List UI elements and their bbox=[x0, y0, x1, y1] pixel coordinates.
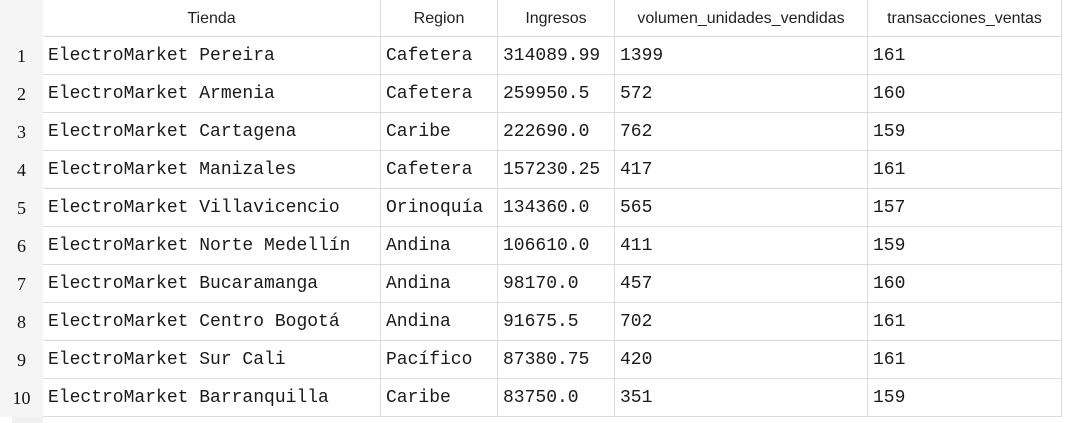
table-cell-ingresos[interactable]: 314089.99 bbox=[498, 37, 615, 75]
column-header-volumen-unidades-vendidas[interactable]: volumen_unidades_vendidas bbox=[615, 0, 868, 37]
table-cell-volumen-unidades-vendidas[interactable]: 762 bbox=[615, 113, 868, 151]
table-cell-ingresos[interactable]: 157230.25 bbox=[498, 151, 615, 189]
table-cell-ingresos[interactable]: 87380.75 bbox=[498, 341, 615, 379]
table-cell-ingresos[interactable]: 83750.0 bbox=[498, 379, 615, 417]
table-cell-volumen-unidades-vendidas[interactable]: 457 bbox=[615, 265, 868, 303]
table-cell-transacciones-ventas[interactable]: 161 bbox=[868, 341, 1062, 379]
table-cell-region[interactable]: Andina bbox=[381, 227, 498, 265]
table-cell-tienda[interactable]: ElectroMarket Sur Cali bbox=[43, 341, 381, 379]
table-cell-region[interactable]: Caribe bbox=[381, 113, 498, 151]
column-header-region[interactable]: Region bbox=[381, 0, 498, 37]
table-cell-ingresos[interactable]: 222690.0 bbox=[498, 113, 615, 151]
table-cell-transacciones-ventas[interactable]: 159 bbox=[868, 379, 1062, 417]
table-cell-transacciones-ventas[interactable]: 159 bbox=[868, 113, 1062, 151]
table-cell-region[interactable]: Cafetera bbox=[381, 37, 498, 75]
table-cell-tienda[interactable]: ElectroMarket Manizales bbox=[43, 151, 381, 189]
row-number: 10 bbox=[0, 379, 43, 417]
column-header-ingresos[interactable]: Ingresos bbox=[498, 0, 615, 37]
table-cell-tienda[interactable]: ElectroMarket Centro Bogotá bbox=[43, 303, 381, 341]
table-cell-volumen-unidades-vendidas[interactable]: 702 bbox=[615, 303, 868, 341]
table-cell-transacciones-ventas[interactable]: 157 bbox=[868, 189, 1062, 227]
table-cell-ingresos[interactable]: 91675.5 bbox=[498, 303, 615, 341]
table-cell-tienda[interactable]: ElectroMarket Bucaramanga bbox=[43, 265, 381, 303]
table-cell-volumen-unidades-vendidas[interactable]: 572 bbox=[615, 75, 868, 113]
table-cell-region[interactable]: Pacífico bbox=[381, 341, 498, 379]
table-cell-transacciones-ventas[interactable]: 161 bbox=[868, 151, 1062, 189]
row-number: 3 bbox=[0, 113, 43, 151]
column-header-tienda[interactable]: Tienda bbox=[43, 0, 381, 37]
table-cell-region[interactable]: Andina bbox=[381, 265, 498, 303]
row-number: 8 bbox=[0, 303, 43, 341]
table-cell-transacciones-ventas[interactable]: 161 bbox=[868, 37, 1062, 75]
table-cell-tienda[interactable]: ElectroMarket Armenia bbox=[43, 75, 381, 113]
table-cell-tienda[interactable]: ElectroMarket Norte Medellín bbox=[43, 227, 381, 265]
row-number: 4 bbox=[0, 151, 43, 189]
table-cell-transacciones-ventas[interactable]: 159 bbox=[868, 227, 1062, 265]
table-cell-region[interactable]: Orinoquía bbox=[381, 189, 498, 227]
table-cell-ingresos[interactable]: 106610.0 bbox=[498, 227, 615, 265]
table-cell-tienda[interactable]: ElectroMarket Pereira bbox=[43, 37, 381, 75]
table-cell-volumen-unidades-vendidas[interactable]: 1399 bbox=[615, 37, 868, 75]
row-number: 5 bbox=[0, 189, 43, 227]
table-cell-volumen-unidades-vendidas[interactable]: 417 bbox=[615, 151, 868, 189]
row-number: 1 bbox=[0, 37, 43, 75]
table-cell-volumen-unidades-vendidas[interactable]: 565 bbox=[615, 189, 868, 227]
column-header-transacciones-ventas[interactable]: transacciones_ventas bbox=[868, 0, 1062, 37]
row-number: 9 bbox=[0, 341, 43, 379]
table-cell-tienda[interactable]: ElectroMarket Barranquilla bbox=[43, 379, 381, 417]
table-corner bbox=[0, 0, 43, 37]
table-cell-region[interactable]: Caribe bbox=[381, 379, 498, 417]
table-cell-volumen-unidades-vendidas[interactable]: 420 bbox=[615, 341, 868, 379]
table-cell-ingresos[interactable]: 98170.0 bbox=[498, 265, 615, 303]
table-cell-transacciones-ventas[interactable]: 161 bbox=[868, 303, 1062, 341]
table-cell-transacciones-ventas[interactable]: 160 bbox=[868, 265, 1062, 303]
table-cell-volumen-unidades-vendidas[interactable]: 411 bbox=[615, 227, 868, 265]
row-number: 2 bbox=[0, 75, 43, 113]
table-cell-tienda[interactable]: ElectroMarket Villavicencio bbox=[43, 189, 381, 227]
table-cell-region[interactable]: Cafetera bbox=[381, 151, 498, 189]
table-cell-region[interactable]: Andina bbox=[381, 303, 498, 341]
table-cell-tienda[interactable]: ElectroMarket Cartagena bbox=[43, 113, 381, 151]
row-number: 6 bbox=[0, 227, 43, 265]
table-cell-ingresos[interactable]: 134360.0 bbox=[498, 189, 615, 227]
table-cell-ingresos[interactable]: 259950.5 bbox=[498, 75, 615, 113]
row-number: 7 bbox=[0, 265, 43, 303]
table-cell-volumen-unidades-vendidas[interactable]: 351 bbox=[615, 379, 868, 417]
table-cell-region[interactable]: Cafetera bbox=[381, 75, 498, 113]
table-cell-transacciones-ventas[interactable]: 160 bbox=[868, 75, 1062, 113]
